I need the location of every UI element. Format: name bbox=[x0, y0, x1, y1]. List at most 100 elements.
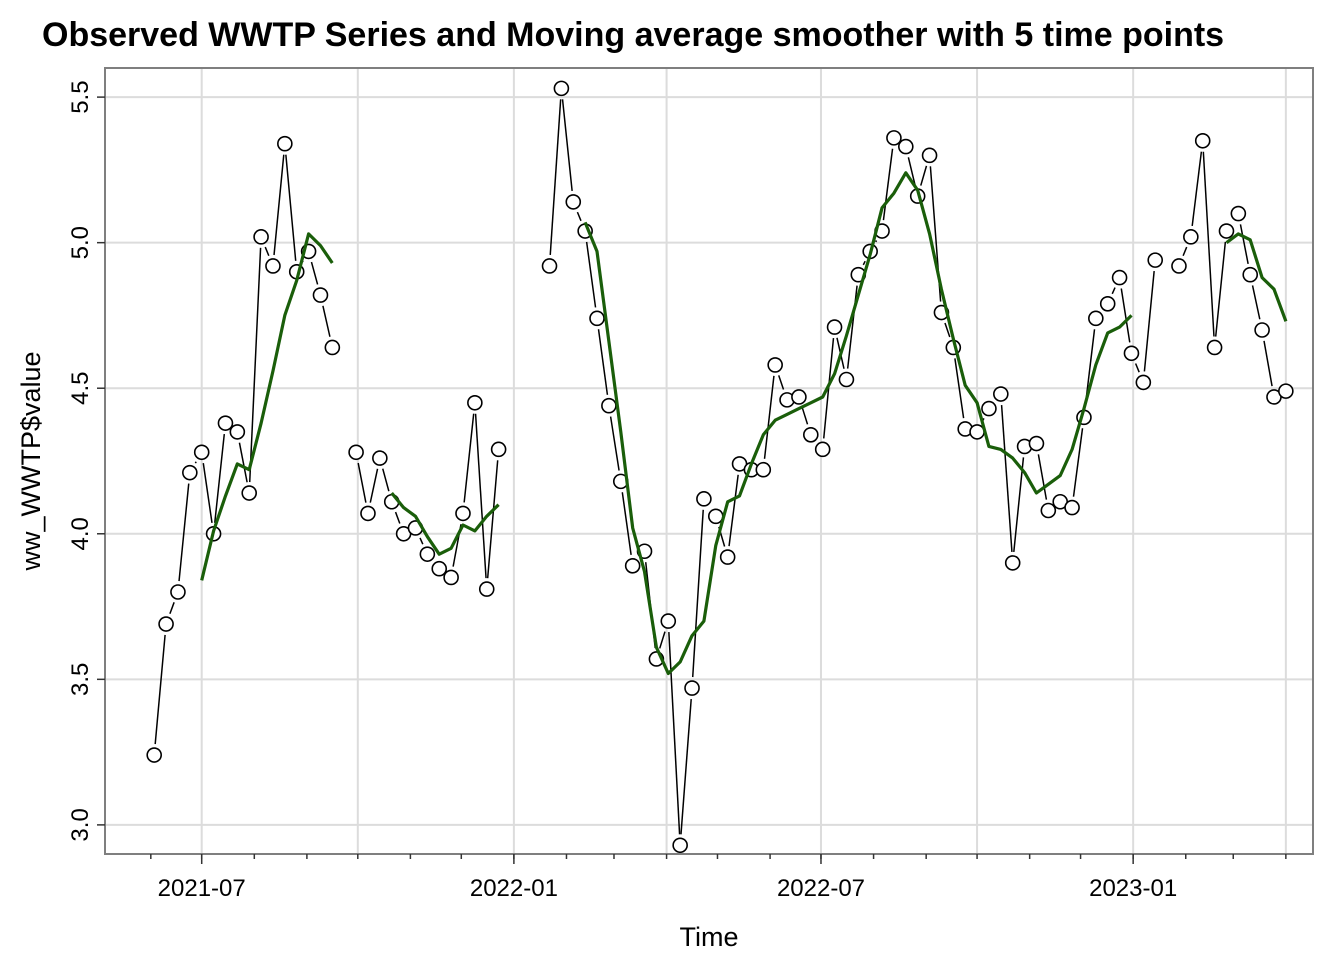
observed-point bbox=[467, 394, 483, 411]
observed-point bbox=[1004, 555, 1021, 571]
observed-point bbox=[229, 424, 246, 440]
observed-line-segment bbox=[194, 461, 197, 464]
observed-series bbox=[146, 80, 1294, 854]
observed-point bbox=[719, 549, 736, 565]
observed-line-segment bbox=[419, 537, 424, 545]
observed-point bbox=[969, 424, 985, 440]
observed-line-segment bbox=[1239, 224, 1249, 265]
chart-title: Observed WWTP Series and Moving average … bbox=[42, 16, 1224, 54]
observed-line-segment bbox=[1120, 288, 1131, 343]
observed-line-segment bbox=[310, 261, 319, 285]
smoother-line bbox=[583, 171, 1133, 676]
observed-point bbox=[755, 461, 772, 478]
plot-frame bbox=[104, 67, 1314, 855]
observed-point bbox=[372, 450, 388, 466]
x-axis: 2021-07 2022-01 2022-07 2023-01 bbox=[150, 854, 1287, 902]
observed-point bbox=[277, 135, 293, 152]
observed-line-segment bbox=[1013, 457, 1025, 553]
observed-point bbox=[1111, 269, 1128, 286]
observed-point bbox=[158, 616, 174, 632]
observed-point bbox=[312, 287, 329, 303]
observed-line-segment bbox=[1143, 271, 1155, 372]
x-tick-label: 2022-07 bbox=[777, 875, 865, 902]
observed-line-segment bbox=[1111, 287, 1116, 295]
observed-line-segment bbox=[658, 631, 666, 649]
observed-line-segment bbox=[369, 468, 379, 503]
x-tick-label: 2021-07 bbox=[158, 875, 246, 902]
observed-point bbox=[419, 546, 436, 562]
observed-line-segment bbox=[944, 322, 951, 338]
observed-point bbox=[170, 584, 186, 600]
observed-line-segment bbox=[801, 407, 809, 425]
observed-line-segment bbox=[561, 99, 573, 192]
observed-point bbox=[921, 147, 938, 164]
observed-line-segment bbox=[668, 632, 681, 835]
x-tick-label: 2022-01 bbox=[470, 875, 558, 902]
observed-line-segment bbox=[1072, 428, 1084, 497]
observed-line-segment bbox=[357, 462, 367, 503]
observed-line-segment bbox=[285, 154, 297, 261]
observed-line-segment bbox=[1134, 363, 1140, 373]
observed-point bbox=[1099, 295, 1116, 312]
observed-point bbox=[541, 258, 558, 274]
observed-point bbox=[981, 400, 997, 417]
observed-line-segment bbox=[169, 602, 175, 614]
observed-line-segment bbox=[680, 698, 692, 835]
observed-line-segment bbox=[214, 434, 226, 523]
observed-point bbox=[1040, 502, 1057, 519]
observed-line-segment bbox=[920, 165, 928, 186]
observed-line-segment bbox=[248, 247, 262, 483]
observed-point bbox=[182, 464, 198, 481]
observed-point bbox=[624, 557, 641, 574]
observed-point bbox=[1135, 374, 1152, 391]
smoother-line bbox=[1225, 232, 1288, 322]
observed-line-segment bbox=[273, 154, 285, 256]
observed-line-segment bbox=[463, 413, 475, 503]
observed-line-segment bbox=[1214, 241, 1227, 337]
observed-line-segment bbox=[1263, 340, 1273, 387]
observed-point bbox=[802, 426, 819, 443]
observed-point bbox=[253, 229, 269, 245]
observed-line-segment bbox=[1251, 285, 1261, 320]
grid bbox=[105, 68, 1313, 854]
observed-line-segment bbox=[777, 375, 785, 390]
smoother-line bbox=[200, 232, 334, 581]
observed-line-segment bbox=[907, 157, 916, 186]
observed-point bbox=[589, 310, 605, 327]
observed-point bbox=[146, 747, 163, 763]
observed-point bbox=[478, 581, 495, 597]
observed-point bbox=[814, 441, 831, 458]
observed-point bbox=[565, 194, 582, 210]
smoother-line bbox=[390, 491, 500, 556]
observed-point bbox=[672, 837, 688, 854]
observed-line-segment bbox=[238, 442, 248, 483]
observed-line-segment bbox=[154, 634, 166, 745]
observed-point bbox=[431, 560, 448, 577]
y-axis-title: ww_WWTP$value bbox=[16, 351, 46, 571]
observed-line-segment bbox=[576, 211, 582, 222]
observed-point bbox=[1064, 499, 1080, 516]
observed-point bbox=[1278, 383, 1294, 399]
observed-point bbox=[707, 508, 724, 525]
observed-line-segment bbox=[691, 509, 704, 678]
y-tick-label: 5.0 bbox=[67, 226, 94, 259]
observed-point bbox=[1230, 205, 1247, 222]
observed-point bbox=[490, 441, 507, 458]
observed-point bbox=[193, 444, 210, 461]
observed-point bbox=[265, 258, 281, 274]
observed-point bbox=[1028, 435, 1045, 452]
observed-line-segment bbox=[1000, 404, 1013, 552]
observed-point bbox=[898, 138, 914, 155]
observed-point bbox=[601, 397, 617, 414]
y-tick-label: 4.0 bbox=[67, 517, 94, 550]
observed-line-segment bbox=[1202, 151, 1215, 337]
observed-line-segment bbox=[597, 329, 609, 395]
observed-line-segment bbox=[875, 240, 878, 243]
observed-line-segment bbox=[178, 483, 190, 582]
observed-line-segment bbox=[382, 468, 390, 492]
observed-line-segment bbox=[394, 511, 401, 524]
observed-point bbox=[767, 357, 783, 373]
y-tick-label: 5.5 bbox=[67, 80, 94, 113]
observed-line-segment bbox=[264, 246, 270, 257]
